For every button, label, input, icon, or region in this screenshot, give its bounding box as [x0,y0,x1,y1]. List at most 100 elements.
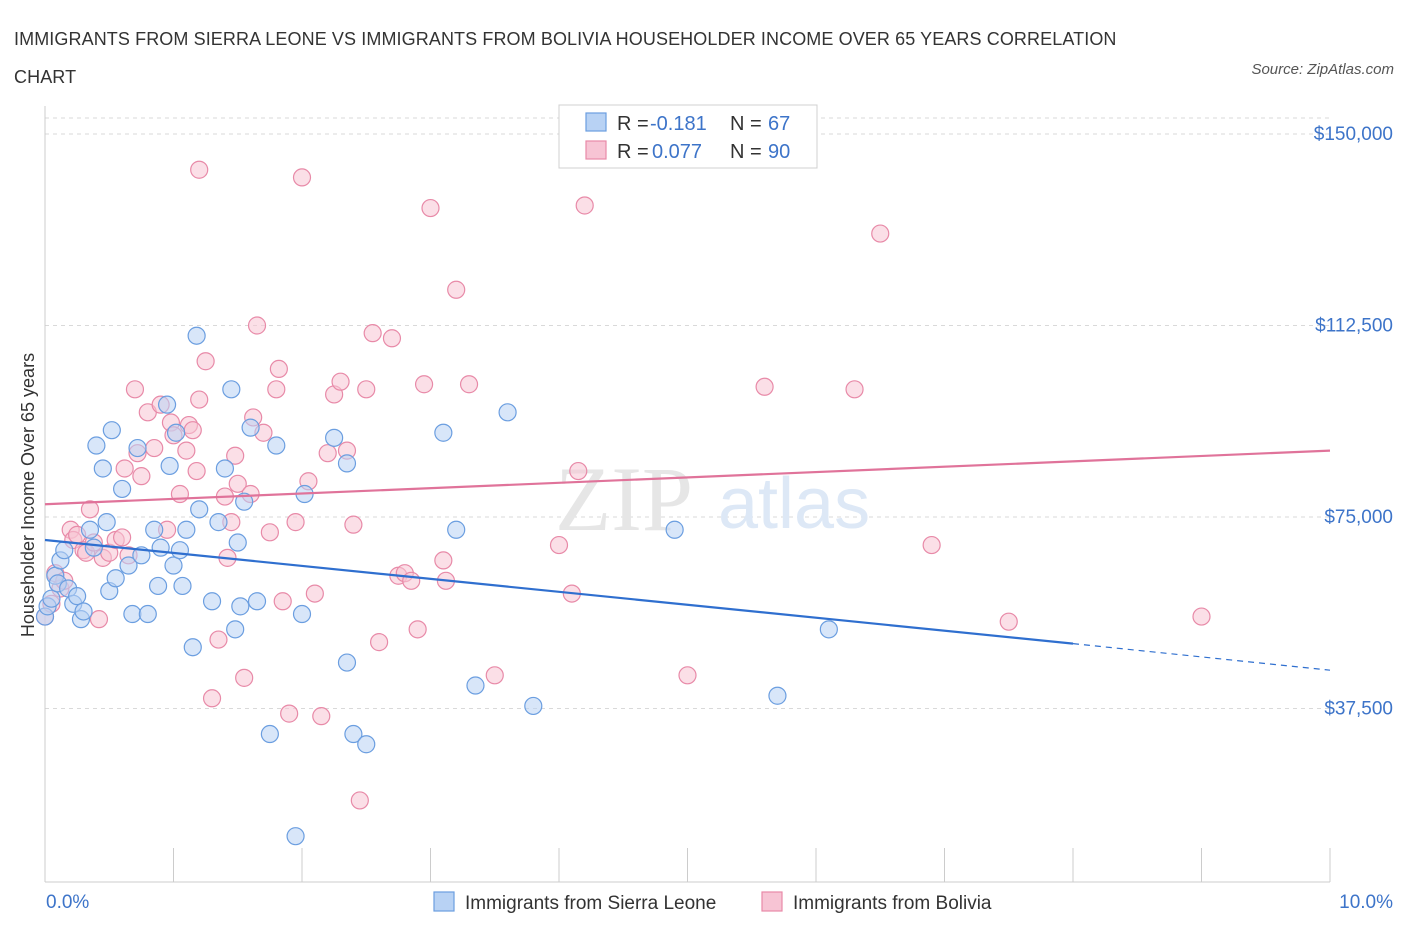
sierra-leone-point [97,513,116,532]
bolivia-point [755,377,774,396]
bolivia-point [190,390,209,409]
sierra-leone-point [524,696,543,716]
sierra-leone-point [226,620,245,639]
y-tick-label: $75,000 [1324,507,1393,528]
bolivia-point [269,359,288,379]
sierra-leone-point [241,418,260,437]
bolivia-point [999,612,1018,631]
bottom-legend-label-bolivia: Immigrants from Bolivia [793,893,992,914]
bolivia-point [235,668,254,687]
bolivia-point [575,196,594,215]
bolivia-point [228,474,247,493]
bolivia-point [318,444,337,463]
legend-swatch-bolivia [585,140,607,160]
bolivia-point [402,571,421,590]
sierra-leone-point [145,520,164,539]
bolivia-point [267,380,286,399]
bolivia-point [357,380,376,399]
legend-n-label-2: N = [730,141,762,163]
sierra-leone-point [466,676,485,695]
bolivia-point [549,535,569,555]
bolivia-point [209,630,228,649]
bolivia-point [421,198,440,218]
bolivia-point [370,633,389,652]
sierra-leone-point [55,541,74,560]
trend-line-sierra-leone [44,538,1074,645]
bolivia-point [922,535,941,555]
sierra-leone-point [123,604,142,624]
bolivia-point [170,484,190,504]
sierra-leone-point [93,459,112,478]
sierra-leone-point [357,735,376,754]
bolivia-point [459,375,479,394]
y-tick-labels: $37,500 $75,000 $112,500 $150,000 [1314,124,1393,720]
bolivia-point [447,280,466,299]
bolivia-point [196,352,215,371]
sierra-leone-point [164,556,183,575]
x-tick-max: 10.0% [1339,892,1393,913]
bolivia-point [312,707,331,726]
sierra-leone-point [74,602,93,621]
bolivia-point [280,704,299,723]
series-sierra-leone [35,326,838,846]
bolivia-point [845,380,864,399]
bolivia-point [382,329,402,348]
bolivia-point [183,421,202,440]
y-tick-label: $112,500 [1315,316,1393,337]
sierra-leone-point [434,423,453,442]
trend-line-sierra-leone-extension [1072,643,1331,671]
bolivia-point [305,584,324,603]
sierra-leone-point [665,520,684,539]
bolivia-point [226,446,245,465]
sierra-leone-point [138,604,157,624]
x-tick-min: 0.0% [46,892,89,913]
legend-n-label-1: N = [730,113,762,135]
bolivia-point [247,316,267,335]
sierra-leone-point [447,520,466,539]
bolivia-point [434,551,453,570]
legend-box: R = -0.181 N = 67 R = 0.077 N = 90 [558,104,818,169]
bolivia-point [344,515,363,534]
sierra-leone-point [157,395,177,414]
sierra-leone-point [128,438,147,458]
axes [44,106,1331,883]
sierra-leone-point [267,436,286,455]
bolivia-point [408,620,427,639]
legend-r-value-1: -0.181 [650,113,707,135]
legend-n-value-1: 67 [768,113,790,135]
sierra-leone-point [215,459,234,478]
series-bolivia [35,160,1211,810]
bolivia-point [80,500,100,519]
sierra-leone-point [68,587,87,606]
bolivia-point [115,459,134,478]
sierra-leone-point [102,421,121,440]
legend-swatch-sierra [585,112,607,132]
sierra-leone-point [337,454,357,473]
sierra-leone-point [106,569,125,588]
sierra-leone-point [247,592,267,611]
sierra-leone-point [228,533,247,552]
y-tick-label: $37,500 [1324,699,1393,720]
bolivia-point [350,791,369,810]
bottom-legend-label-sierra: Immigrants from Sierra Leone [465,893,716,914]
bottom-legend-swatch-bolivia [761,891,783,912]
sierra-leone-point [202,592,222,611]
sierra-leone-point [148,576,168,596]
legend-r-label-2: R = [617,141,649,163]
bolivia-point [112,528,132,547]
bolivia-point [202,689,222,708]
sierra-leone-point [768,686,787,705]
sierra-leone-point [166,423,186,442]
sierra-leone-point [286,827,305,846]
sierra-leone-point [42,589,61,608]
bolivia-point [260,523,279,542]
bolivia-point [89,610,109,629]
bolivia-point [485,666,504,685]
legend-n-value-2: 90 [768,141,790,163]
bolivia-point [331,372,350,391]
sierra-leone-point [183,638,202,657]
sierra-leone-point [190,500,209,519]
sierra-leone-point [187,326,206,345]
sierra-leone-point [80,520,100,539]
